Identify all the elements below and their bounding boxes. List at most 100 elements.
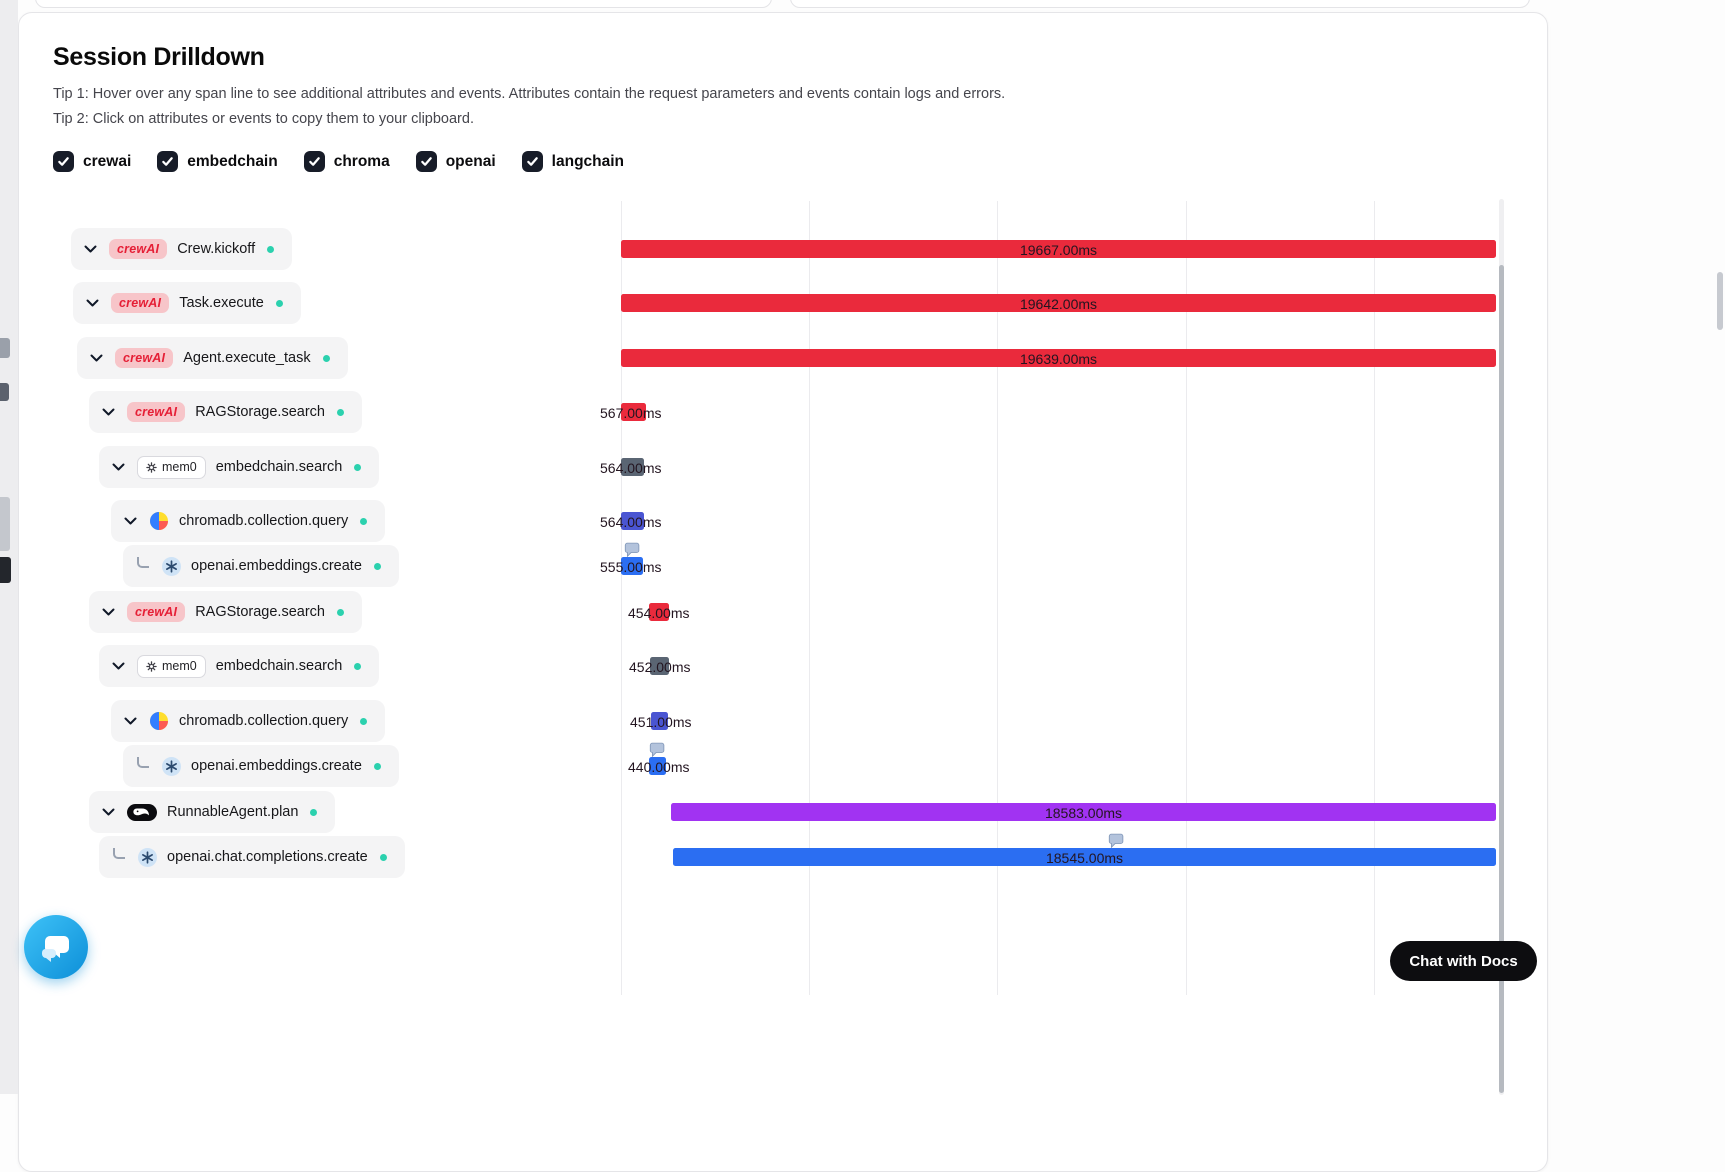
span-pill[interactable]: crewAI RAGStorage.search (89, 391, 362, 433)
chevron-down-icon[interactable] (112, 463, 127, 471)
span-status-dot (322, 354, 330, 362)
span-pill[interactable]: mem0 embedchain.search (99, 446, 380, 488)
span-duration-bar[interactable] (649, 603, 669, 621)
chart-gridline (809, 201, 810, 995)
checkbox-checked-icon[interactable] (157, 151, 179, 172)
child-connector-icon (137, 556, 149, 568)
filter-bar: crewai embedchain chroma openai langchai… (53, 151, 1547, 172)
span-provider-badge (138, 847, 157, 867)
span-duration-label: 454.00ms (628, 605, 690, 621)
span-pill[interactable]: crewAI Crew.kickoff (71, 228, 293, 270)
chevron-down-icon[interactable] (102, 608, 117, 616)
span-provider-badge (127, 803, 157, 821)
span-duration-bar[interactable] (621, 512, 644, 530)
span-duration-bar[interactable] (651, 712, 668, 730)
span-provider-badge (149, 711, 169, 731)
span-pill[interactable]: crewAI RAGStorage.search (89, 591, 362, 633)
span-row: chromadb.collection.query 451.00ms (19, 699, 1547, 743)
events-bubble-icon[interactable] (1108, 832, 1125, 854)
filter-checkbox-item[interactable]: embedchain (157, 151, 278, 172)
crewai-logo-badge: crewAI (127, 601, 186, 623)
span-duration-bar[interactable] (650, 657, 669, 675)
span-pill[interactable]: crewAI Agent.execute_task (77, 337, 348, 379)
span-status-dot (336, 608, 344, 616)
child-connector-icon (137, 756, 149, 768)
span-status-dot (336, 408, 344, 416)
span-provider-badge (162, 556, 181, 576)
span-label: Agent.execute_task (183, 350, 311, 366)
chevron-down-icon[interactable] (90, 354, 105, 362)
tip-2-text: Tip 2: Click on attributes or events to … (53, 111, 474, 127)
crewai-logo-badge: crewAI (109, 238, 168, 260)
chroma-logo-icon (150, 512, 168, 530)
checkbox-checked-icon[interactable] (53, 151, 74, 172)
panel-header: Session Drilldown Tip 1: Hover over any … (19, 13, 1547, 172)
left-edge-artifact (0, 497, 10, 551)
span-duration-bar[interactable] (673, 848, 1496, 866)
chevron-down-icon[interactable] (102, 408, 117, 416)
filter-label: langchain (551, 152, 625, 170)
filter-checkbox-item[interactable]: chroma (303, 151, 390, 172)
span-pill[interactable]: chromadb.collection.query (111, 500, 386, 542)
span-pill[interactable]: mem0 embedchain.search (99, 645, 380, 687)
partial-card-top-left (35, 0, 772, 8)
chevron-down-icon[interactable] (86, 299, 101, 307)
chat-with-docs-button[interactable]: Chat with Docs (1390, 941, 1537, 981)
child-connector-icon (113, 847, 125, 859)
span-duration-bar[interactable] (621, 458, 644, 476)
chevron-down-icon[interactable] (84, 245, 99, 253)
checkbox-checked-icon[interactable] (303, 151, 325, 172)
span-duration-bar[interactable] (621, 557, 643, 575)
filter-label: chroma (333, 152, 390, 170)
span-duration-label: 451.00ms (630, 714, 692, 730)
span-row: openai.embeddings.create 555.00ms (19, 541, 1547, 588)
span-status-dot (360, 517, 368, 525)
chat-widget-button[interactable] (24, 915, 88, 979)
panel-scrollbar-thumb[interactable] (1499, 265, 1504, 1093)
chevron-down-icon[interactable] (112, 662, 127, 670)
span-duration-bar[interactable] (649, 757, 666, 775)
span-status-dot (310, 808, 318, 816)
span-pill[interactable]: RunnableAgent.plan (89, 791, 336, 833)
span-duration-label: 440.00ms (628, 759, 690, 775)
span-duration-label: 452.00ms (629, 659, 691, 675)
span-row: crewAI RAGStorage.search 567.00ms (19, 390, 1547, 434)
span-duration-bar[interactable] (671, 803, 1496, 821)
chart-gridline (1374, 201, 1375, 995)
span-provider-badge: crewAI (115, 347, 174, 369)
filter-checkbox-item[interactable]: crewai (53, 151, 131, 172)
filter-checkbox-item[interactable]: langchain (521, 151, 625, 172)
span-provider-badge: crewAI (109, 238, 168, 260)
page-scrollbar-thumb[interactable] (1717, 272, 1723, 330)
chevron-down-icon[interactable] (102, 808, 117, 816)
span-duration-bar[interactable] (621, 349, 1496, 367)
span-row: crewAI Agent.execute_task 19639.00ms (19, 336, 1547, 380)
chevron-down-icon[interactable] (124, 717, 139, 725)
span-row: crewAI Task.execute 19642.00ms (19, 281, 1547, 325)
span-label: chromadb.collection.query (179, 713, 349, 729)
span-duration-label: 567.00ms (600, 405, 662, 421)
span-row: openai.embeddings.create 440.00ms (19, 741, 1547, 788)
span-pill[interactable]: openai.embeddings.create (123, 545, 399, 587)
span-duration-bar[interactable] (621, 240, 1496, 258)
span-pill[interactable]: chromadb.collection.query (111, 700, 386, 742)
checkbox-checked-icon[interactable] (521, 151, 543, 172)
filter-checkbox-item[interactable]: openai (415, 151, 496, 172)
span-pill[interactable]: openai.embeddings.create (123, 745, 399, 787)
span-provider-badge: mem0 (137, 455, 206, 479)
span-label: RAGStorage.search (195, 604, 325, 620)
chart-gridline (997, 201, 998, 995)
chevron-down-icon[interactable] (124, 517, 139, 525)
page-title: Session Drilldown (53, 43, 265, 71)
chart-gridline (621, 201, 622, 995)
span-duration-label: 18545.00ms (1045, 850, 1124, 866)
span-pill[interactable]: openai.chat.completions.create (99, 836, 405, 878)
events-bubble-icon[interactable] (624, 541, 641, 563)
span-pill[interactable]: crewAI Task.execute (73, 282, 301, 324)
panel-scrollbar-track[interactable] (1499, 199, 1504, 1095)
checkbox-checked-icon[interactable] (415, 151, 437, 172)
events-bubble-icon[interactable] (649, 741, 666, 763)
mem0-gear-icon (146, 461, 157, 473)
span-duration-bar[interactable] (621, 294, 1496, 312)
span-duration-bar[interactable] (621, 403, 646, 421)
